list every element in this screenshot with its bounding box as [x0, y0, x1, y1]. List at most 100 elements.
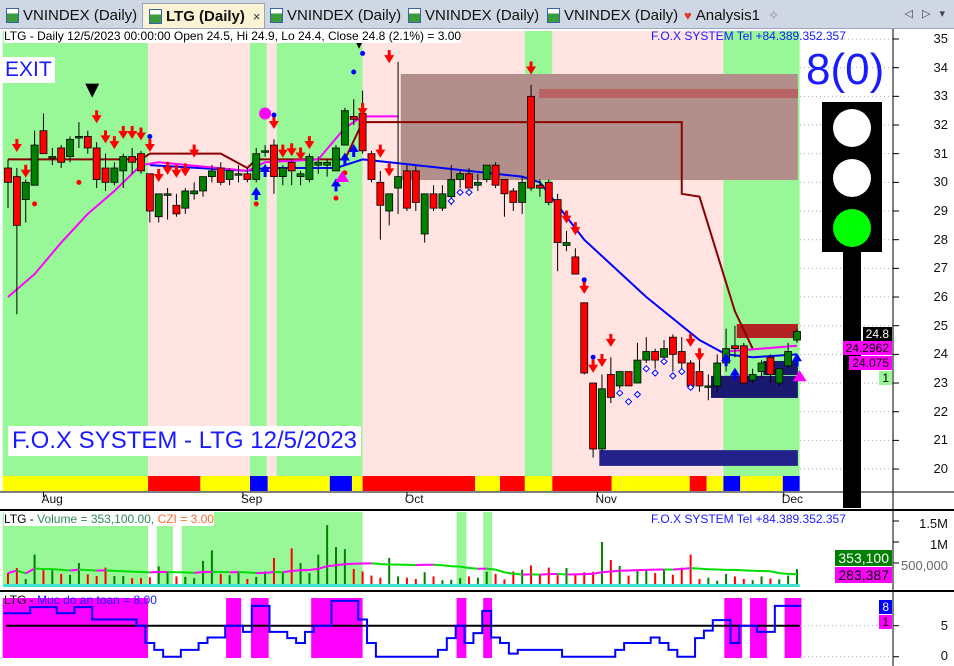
blue-dot-marker — [147, 133, 153, 139]
tab-vnindex-3[interactable]: VNINDEX (Daily) — [402, 3, 539, 27]
signal-tag: 1 — [879, 371, 892, 385]
zone-band — [266, 31, 277, 476]
sell-arrow-icon — [11, 138, 22, 152]
status-strip-segment — [200, 476, 251, 491]
zone-box — [539, 88, 798, 99]
volume-ma-line — [25, 567, 36, 575]
price-tick: 23 — [933, 375, 948, 391]
volume-ma-line — [247, 571, 257, 575]
candle-body — [394, 176, 402, 189]
safety-panel-header: LTG - Muc do an toan = 8.00 — [4, 593, 157, 607]
tab-vnindex-2[interactable]: VNINDEX (Daily) — [264, 3, 401, 27]
volume-ma-line — [69, 568, 80, 572]
volume-zone — [456, 512, 467, 584]
black-triangle-icon — [85, 83, 100, 98]
status-strip-segment — [782, 476, 800, 491]
candle-body — [358, 113, 367, 152]
candle-body — [411, 170, 420, 203]
safety-zone — [784, 598, 802, 658]
candle-body — [172, 204, 181, 215]
candle-body — [518, 181, 527, 203]
traffic-light-lamp-white — [833, 109, 871, 147]
tab-analysis1[interactable]: ♥ Analysis1 ✧ — [680, 3, 780, 27]
sell-arrow-icon — [384, 50, 395, 64]
sell-arrow-icon — [171, 164, 182, 178]
candle-body — [83, 136, 92, 149]
tab-label: LTG (Daily) — [166, 7, 245, 25]
chart-icon — [6, 7, 19, 23]
tab-label: VNINDEX (Daily) — [564, 6, 679, 24]
status-strip-segment — [723, 476, 741, 491]
candle-body — [465, 173, 473, 189]
candle-body — [21, 181, 30, 200]
volume-ma-line — [282, 569, 292, 574]
diamond-marker — [660, 357, 668, 366]
price-panel-header: LTG - Daily 12/5/2023 00:00:00 Open 24.5… — [4, 29, 462, 43]
sell-arrow-icon — [153, 169, 164, 183]
volume-ma-tag: 283,387 — [835, 567, 892, 583]
sell-arrow-icon — [304, 136, 315, 150]
safety-zone — [250, 598, 269, 658]
diamond-marker — [447, 197, 455, 205]
candle-body — [686, 362, 695, 387]
tab-vnindex-1[interactable]: VNINDEX (Daily) — [0, 3, 137, 27]
price-tick: 33 — [933, 88, 948, 104]
tab-vnindex-4[interactable]: VNINDEX (Daily) — [541, 3, 678, 27]
volume-zone — [156, 512, 173, 584]
close-tab-icon[interactable]: × — [252, 8, 261, 24]
sell-arrow-icon — [579, 280, 590, 294]
buy-arrow-icon — [251, 186, 262, 200]
add-tab-icon[interactable]: ✧ — [767, 6, 780, 23]
candle-body — [145, 173, 154, 212]
volume-zone — [483, 512, 493, 584]
candle-body — [536, 184, 544, 189]
chart-icon — [547, 7, 560, 23]
tab-ltg[interactable]: LTG (Daily) × — [142, 3, 266, 28]
sell-arrow-icon — [526, 61, 537, 75]
sell-arrow-icon — [357, 103, 368, 117]
safety-line — [3, 599, 802, 658]
sell-arrow-icon — [135, 127, 146, 141]
candle-body — [739, 345, 748, 384]
sell-arrow-icon — [570, 222, 581, 236]
tab-label: VNINDEX (Daily) — [287, 6, 402, 24]
volume-ma-line — [610, 569, 620, 573]
diamond-marker — [642, 364, 650, 373]
safety-header-prefix: LTG - — [4, 593, 38, 607]
sell-arrow-icon — [588, 359, 599, 373]
watermark-title: F.O.X SYSTEM - LTG 12/5/2023 — [8, 426, 362, 456]
month-label: Sep — [240, 492, 263, 506]
candle-body — [323, 161, 332, 166]
volume-ma-line — [513, 572, 523, 576]
volume-tick: 500,000 — [901, 558, 948, 573]
tab-scroll-arrows[interactable]: ◁ ▷ ▾ — [904, 8, 948, 20]
safety-value-tag: 8 — [879, 600, 892, 614]
volume-ma-line — [52, 568, 62, 571]
safety-tick: 5 — [940, 618, 948, 633]
candle-body — [137, 153, 145, 172]
price-tick: 20 — [933, 461, 948, 477]
candle-body — [784, 351, 793, 367]
volume-ma-line — [601, 570, 611, 574]
candle-body — [429, 193, 438, 209]
price-tick: 28 — [933, 231, 948, 247]
volume-ma-line — [486, 567, 496, 571]
magenta-triangle-icon — [335, 171, 350, 183]
candle-body — [668, 336, 677, 355]
candle-body — [473, 181, 482, 186]
candle-body — [216, 167, 225, 183]
indicator-line — [725, 344, 798, 353]
candle-body — [553, 199, 562, 243]
sell-arrow-icon — [268, 116, 279, 130]
buy-arrow-icon — [729, 367, 740, 381]
buy-arrow-icon — [348, 143, 359, 157]
sell-arrow-icon — [180, 163, 191, 177]
buy-arrow-icon — [331, 178, 342, 192]
diamond-marker — [624, 397, 633, 406]
status-strip-segment — [689, 476, 707, 491]
blue-dot-marker — [351, 69, 357, 75]
volume-ma-line — [672, 567, 682, 571]
volume-ma-line — [557, 573, 567, 576]
traffic-light-lamp-green — [833, 209, 871, 247]
